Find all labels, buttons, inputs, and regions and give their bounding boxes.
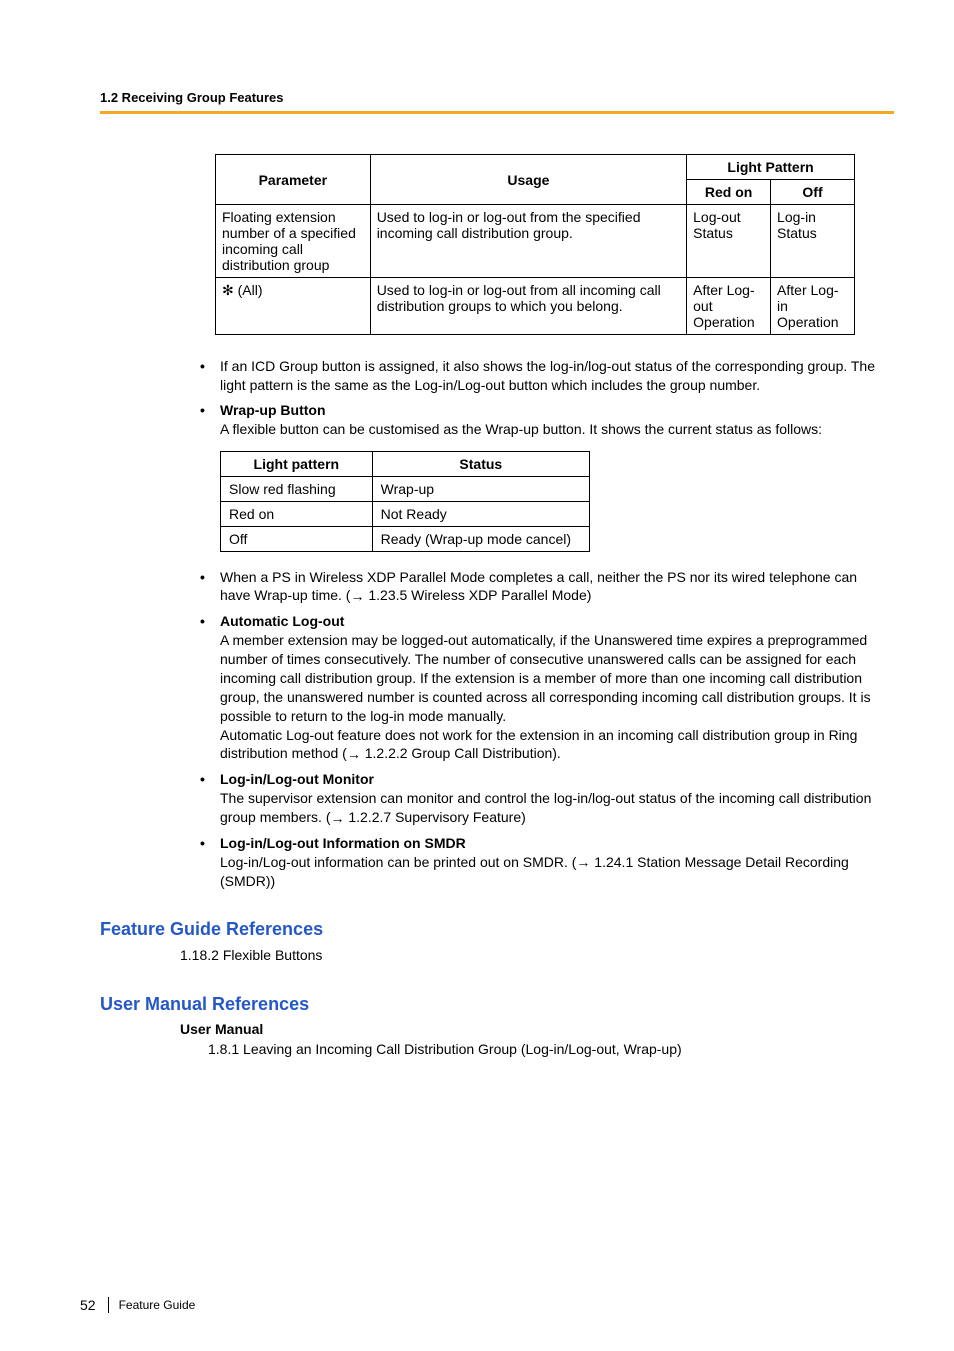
cell-st: Not Ready [372,501,589,526]
table-row: Slow red flashing Wrap-up [221,476,590,501]
parameter-table: Parameter Usage Light Pattern Red on Off… [215,154,855,335]
bullet-text: Wrap-up Button A flexible button can be … [220,401,894,439]
bullet-list: • If an ICD Group button is assigned, it… [200,357,894,439]
bullet-icon: • [200,568,220,607]
cell-lp: Off [221,526,373,551]
cell-off: After Log-in Operation [771,278,855,335]
document-page: 1.2 Receiving Group Features Parameter U… [0,0,954,1351]
table-row: ✻ (All) Used to log-in or log-out from a… [216,278,855,335]
th-red-on: Red on [687,180,771,205]
list-item: • When a PS in Wireless XDP Parallel Mod… [200,568,894,607]
cell-st: Wrap-up [372,476,589,501]
footer-title: Feature Guide [119,1298,196,1312]
bullet-title: Automatic Log-out [220,613,344,629]
arrow-icon: → [576,853,590,872]
bullet-icon: • [200,770,220,828]
cell-parameter: Floating extension number of a specified… [216,205,371,278]
cell-usage: Used to log-in or log-out from the speci… [370,205,686,278]
bullet-list-2: • When a PS in Wireless XDP Parallel Mod… [200,568,894,892]
heading-feature-guide-references: Feature Guide References [100,919,894,940]
footer-separator [108,1297,109,1313]
bullet-title: Log-in/Log-out Monitor [220,771,374,787]
bullet-title: Wrap-up Button [220,402,326,418]
cell-off: Log-in Status [771,205,855,278]
arrow-icon: → [350,587,364,606]
bullet-text: When a PS in Wireless XDP Parallel Mode … [220,568,894,607]
reference-line: 1.18.2 Flexible Buttons [180,946,894,966]
list-item: • If an ICD Group button is assigned, it… [200,357,894,395]
th-parameter: Parameter [216,155,371,205]
cell-parameter: ✻ (All) [216,278,371,335]
table-row: Off Ready (Wrap-up mode cancel) [221,526,590,551]
user-manual-line: 1.8.1 Leaving an Incoming Call Distribut… [208,1041,894,1057]
list-item: • Automatic Log-out A member extension m… [200,612,894,764]
arrow-icon: → [330,809,344,828]
page-number: 52 [80,1297,96,1313]
heading-user-manual-references: User Manual References [100,994,894,1015]
bullet-title: Log-in/Log-out Information on SMDR [220,835,466,851]
cell-st: Ready (Wrap-up mode cancel) [372,526,589,551]
bullet-text: Automatic Log-out A member extension may… [220,612,894,764]
star-icon: ✻ [222,282,234,298]
bullet-text: Log-in/Log-out Information on SMDR Log-i… [220,834,894,892]
user-manual-subhead: User Manual [180,1021,894,1037]
bullet-text: If an ICD Group button is assigned, it a… [220,357,894,395]
section-header: 1.2 Receiving Group Features [100,90,894,105]
bullet-icon: • [200,612,220,764]
arrow-icon: → [347,745,361,764]
list-item: • Log-in/Log-out Monitor The supervisor … [200,770,894,828]
cell-red-on: After Log-out Operation [687,278,771,335]
light-pattern-table: Light pattern Status Slow red flashing W… [220,451,590,552]
th-status: Status [372,451,589,476]
list-item: • Wrap-up Button A flexible button can b… [200,401,894,439]
list-item: • Log-in/Log-out Information on SMDR Log… [200,834,894,892]
cell-usage: Used to log-in or log-out from all incom… [370,278,686,335]
bullet-icon: • [200,357,220,395]
cell-lp: Red on [221,501,373,526]
bullet-icon: • [200,401,220,439]
bullet-text: Log-in/Log-out Monitor The supervisor ex… [220,770,894,828]
th-usage: Usage [370,155,686,205]
page-footer: 52 Feature Guide [80,1297,195,1313]
th-off: Off [771,180,855,205]
table-row: Floating extension number of a specified… [216,205,855,278]
table-row: Red on Not Ready [221,501,590,526]
cell-lp: Slow red flashing [221,476,373,501]
th-light-pattern: Light pattern [221,451,373,476]
cell-red-on: Log-out Status [687,205,771,278]
bullet-icon: • [200,834,220,892]
th-light-pattern: Light Pattern [687,155,855,180]
section-rule [100,111,894,114]
